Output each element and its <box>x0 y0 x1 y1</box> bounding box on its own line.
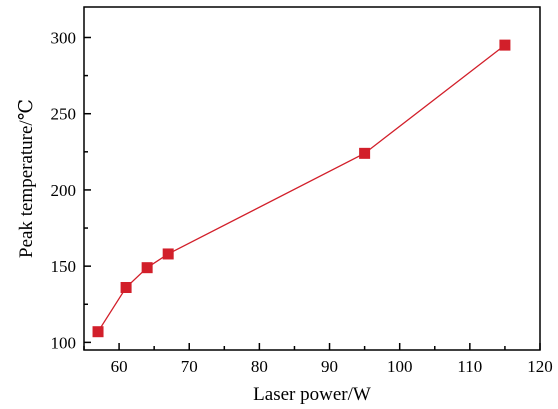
y-axis-title: Peak temperature/℃ <box>16 99 37 258</box>
y-tick-label: 100 <box>51 333 77 352</box>
series-line <box>97 44 506 333</box>
data-point <box>359 147 371 159</box>
x-tick-label: 70 <box>181 357 198 376</box>
y-tick-label: 200 <box>51 181 77 200</box>
x-tick-label: 100 <box>387 357 413 376</box>
x-tick-label: 90 <box>321 357 338 376</box>
x-tick-label: 80 <box>251 357 268 376</box>
data-point <box>162 248 174 260</box>
y-tick-label: 250 <box>51 105 77 124</box>
y-tick-label: 150 <box>51 257 77 276</box>
x-tick-label: 110 <box>457 357 482 376</box>
x-axis-title: Laser power/W <box>253 384 371 405</box>
data-point <box>141 262 153 274</box>
series-layer <box>92 39 511 338</box>
x-tick-label: 60 <box>111 357 128 376</box>
plot-frame <box>83 6 541 351</box>
data-point <box>120 281 132 293</box>
ticks-layer: 60 70 80 90 100 110 120 100 150 200 250 300 <box>51 28 553 376</box>
data-point <box>499 39 511 51</box>
y-tick-label: 300 <box>51 28 77 47</box>
x-tick-label: 120 <box>527 357 553 376</box>
data-point <box>92 326 104 338</box>
